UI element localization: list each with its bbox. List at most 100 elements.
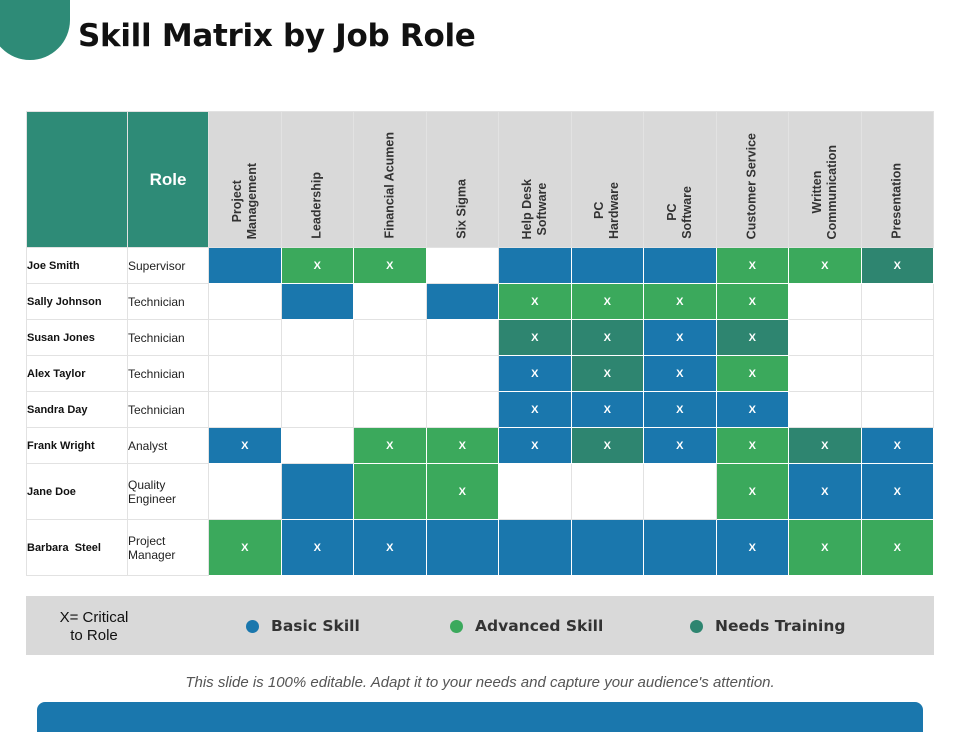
- table-row: Frank Wright Analyst X X X X X X X X X: [26, 427, 934, 464]
- skill-cell: X: [353, 247, 427, 284]
- skill-cell: [208, 247, 282, 284]
- skill-cell: X: [208, 427, 282, 464]
- legend-needs-training: Needs Training: [690, 617, 845, 635]
- skill-cell: [498, 463, 572, 520]
- skill-cell: [425, 519, 499, 576]
- skill-cell: [498, 247, 572, 284]
- employee-name: Sandra Day: [26, 391, 128, 428]
- skill-cell: X: [643, 355, 717, 392]
- skill-cell: X: [498, 319, 572, 356]
- skill-cell: X: [643, 319, 717, 356]
- skill-cell: X: [643, 427, 717, 464]
- skill-cell: [208, 355, 282, 392]
- skill-cell: X: [643, 391, 717, 428]
- advanced-dot-icon: [450, 619, 463, 633]
- table-row: Barbara Steel Project Manager X X X X X X: [26, 519, 934, 576]
- skill-cell: [208, 319, 282, 356]
- skill-header-label: Written Communication: [809, 144, 839, 239]
- employee-role: Technician: [127, 283, 209, 320]
- skill-cell: [280, 463, 354, 520]
- skill-cell: [280, 427, 354, 464]
- skill-cell: [643, 247, 717, 284]
- skill-cell: X: [860, 427, 934, 464]
- skill-cell: X: [715, 427, 789, 464]
- skill-header: Customer Service: [715, 111, 789, 248]
- skill-cell: X: [208, 519, 282, 576]
- skill-cell: [643, 519, 717, 576]
- skill-cell: [860, 319, 934, 356]
- skill-cell: [788, 391, 862, 428]
- skill-cell: X: [425, 427, 499, 464]
- matrix-header-row: Role Project Management Leadership Financi…: [26, 111, 934, 248]
- employee-name: Joe Smith: [26, 247, 128, 284]
- employee-role: Project Manager: [127, 519, 209, 576]
- skill-cell: X: [498, 427, 572, 464]
- employee-role: Technician: [127, 391, 209, 428]
- skill-header-label: PC Software: [664, 186, 694, 239]
- table-row: Sandra Day Technician X X X X: [26, 391, 934, 428]
- skill-cell: X: [280, 247, 354, 284]
- skill-matrix-table: Role Project Management Leadership Financi…: [26, 111, 934, 576]
- skill-header: Help Desk Software: [498, 111, 572, 248]
- skill-header-label: Presentation: [889, 163, 904, 239]
- skill-cell: X: [570, 319, 644, 356]
- legend-advanced-label: Advanced Skill: [475, 617, 604, 635]
- legend-critical-note: X= Critical to Role: [59, 609, 129, 644]
- employee-role: Analyst: [127, 427, 209, 464]
- employee-name: Frank Wright: [26, 427, 128, 464]
- table-row: Alex Taylor Technician X X X X: [26, 355, 934, 392]
- skill-cell: [570, 519, 644, 576]
- skill-header: Leadership: [280, 111, 354, 248]
- skill-cell: X: [498, 391, 572, 428]
- employee-role: Technician: [127, 355, 209, 392]
- footer-note: This slide is 100% editable. Adapt it to…: [185, 674, 775, 691]
- skill-cell: X: [788, 519, 862, 576]
- skill-cell: [208, 391, 282, 428]
- skill-cell: [280, 283, 354, 320]
- skill-cell: X: [715, 463, 789, 520]
- skill-cell: [570, 463, 644, 520]
- skill-header: PC Hardware: [570, 111, 644, 248]
- skill-cell: [353, 463, 427, 520]
- table-row: Jane Doe Quality Engineer X X X X: [26, 463, 934, 520]
- corner-decoration: [0, 0, 70, 60]
- skill-cell: X: [570, 427, 644, 464]
- skill-cell: X: [788, 427, 862, 464]
- legend-needs-training-label: Needs Training: [715, 617, 846, 635]
- skill-header-label: Help Desk Software: [519, 178, 549, 239]
- skill-cell: X: [715, 283, 789, 320]
- skill-cell: [353, 391, 427, 428]
- skill-cell: [425, 247, 499, 284]
- skill-cell: [425, 283, 499, 320]
- legend-basic: Basic Skill: [246, 617, 360, 635]
- legend-advanced: Advanced Skill: [450, 617, 603, 635]
- skill-header: Presentation: [860, 111, 934, 248]
- skill-cell: [643, 463, 717, 520]
- skill-header: PC Software: [643, 111, 717, 248]
- employee-name: Alex Taylor: [26, 355, 128, 392]
- skill-header: Written Communication: [788, 111, 862, 248]
- skill-cell: [425, 391, 499, 428]
- skill-cell: X: [353, 519, 427, 576]
- skill-cell: X: [715, 247, 789, 284]
- skill-cell: [788, 319, 862, 356]
- skill-header-label: Financial Acumen: [382, 132, 397, 239]
- name-column-header: [26, 111, 128, 248]
- skill-header: Financial Acumen: [353, 111, 427, 248]
- employee-name: Barbara Steel: [26, 519, 128, 576]
- skill-cell: X: [353, 427, 427, 464]
- skill-header-label: Leadership: [309, 172, 324, 239]
- legend-bar: X= Critical to Role Basic Skill Advanced…: [26, 596, 934, 655]
- skill-cell: [280, 391, 354, 428]
- skill-cell: X: [715, 519, 789, 576]
- skill-header: Six Sigma: [425, 111, 499, 248]
- needs-training-dot-icon: [690, 619, 703, 633]
- skill-cell: [425, 355, 499, 392]
- legend-basic-label: Basic Skill: [271, 617, 360, 635]
- page-title: Skill Matrix by Job Role: [78, 18, 476, 54]
- skill-cell: [280, 355, 354, 392]
- bottom-bar: [37, 702, 923, 732]
- skill-cell: X: [425, 463, 499, 520]
- table-row: Sally Johnson Technician X X X X: [26, 283, 934, 320]
- skill-cell: X: [570, 355, 644, 392]
